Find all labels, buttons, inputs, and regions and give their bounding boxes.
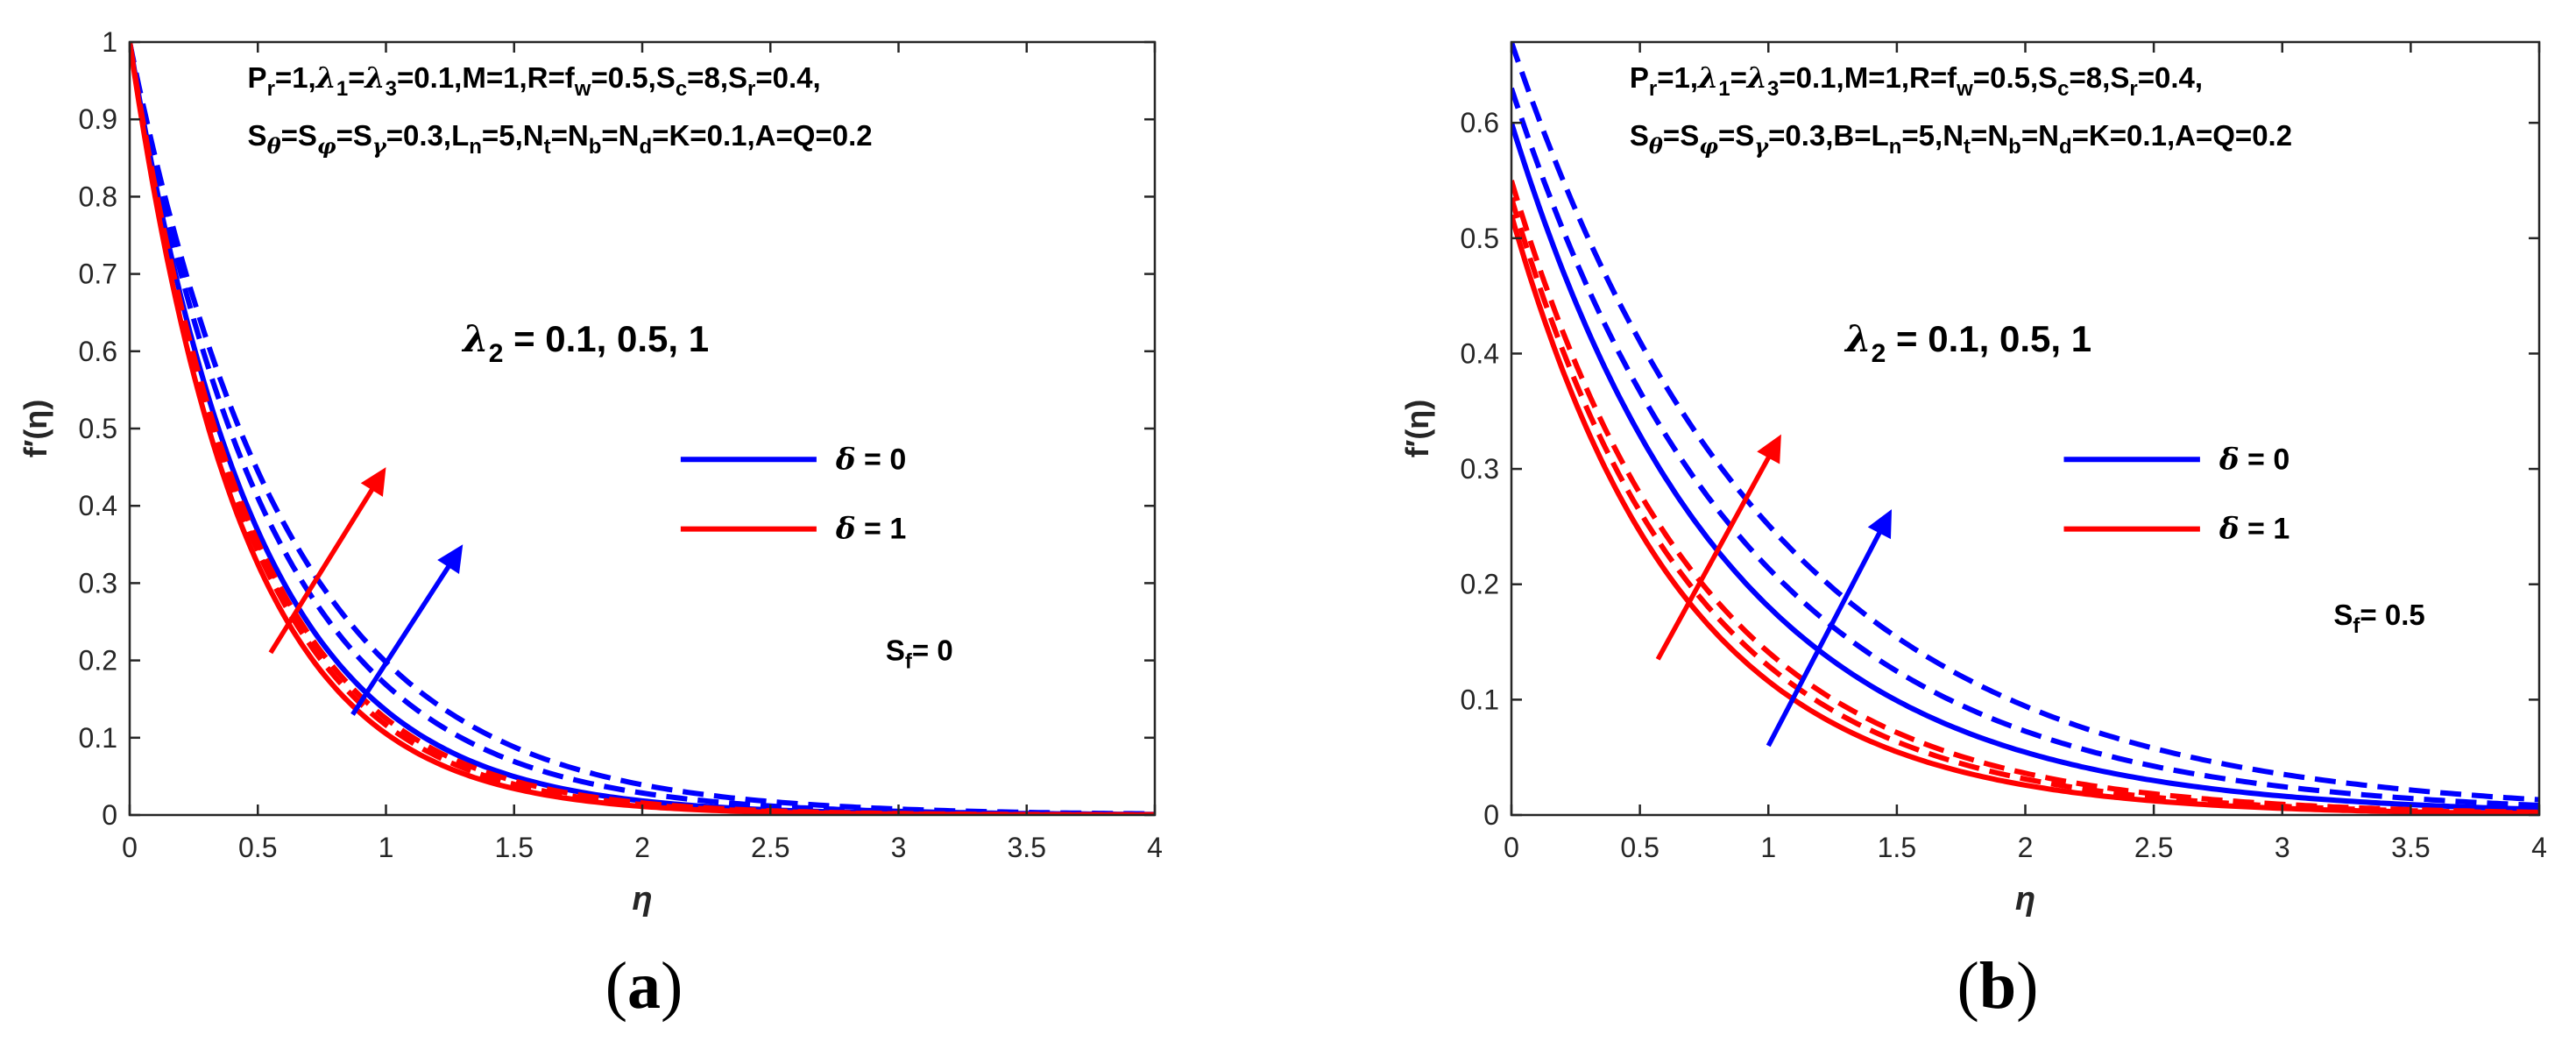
x-tick-label: 4 — [1147, 832, 1163, 863]
caption-b-letter: b — [1979, 949, 2016, 1023]
chart-a-plot-area: 0 0.5 1 1.5 2 2.5 3 3.5 4 0 0.1 0.2 0.3 0.4 0.5 0.6 0.7 0… — [18, 26, 1163, 918]
trend-arrow-shaft — [350, 563, 452, 716]
legend-label: δ = 0 — [2219, 442, 2289, 477]
sf-label: Sf​= 0.5 — [2333, 599, 2424, 638]
x-tick-label: 1.5 — [495, 832, 534, 863]
y-tick-label: 0.2 — [1461, 569, 1499, 600]
params-line-1: Pr​=1,λ1​=λ3​=0.1,M=1,R=fw​=0.5,Sc​=8,Sr… — [1630, 60, 2203, 101]
trend-arrow-head — [360, 467, 386, 497]
x-tick-label: 1.5 — [1878, 832, 1916, 863]
y-axis-label: f′(η) — [1399, 400, 1435, 458]
chart-b-plot-area: 0 0.5 1 1.5 2 2.5 3 3.5 4 0 0.1 0.2 0.3 0.4 0.5 0.6 η f′(… — [1399, 40, 2547, 918]
trend-arrow-head — [1757, 434, 1781, 464]
params-line-2: Sθ​=Sφ​=Sγ​=0.3,B=Ln​=5,Nt​=Nb​=Nd​=K=0.… — [1630, 119, 2292, 159]
series-line-red-4 — [1511, 196, 2539, 815]
params-line-2: Sθ​=Sφ​=Sγ​=0.3,Ln​=5,Nt​=Nb​=Nd​=K=0.1,… — [248, 119, 873, 159]
x-tick-label: 2 — [2018, 832, 2034, 863]
x-tick-label: 0 — [1504, 832, 1519, 863]
y-tick-label: 0.2 — [79, 645, 117, 677]
x-tick-label: 0.5 — [1620, 832, 1659, 863]
axes-box — [1510, 40, 2541, 817]
x-tick-label: 0 — [122, 832, 138, 863]
chart-a-svg: 0 0.5 1 1.5 2 2.5 3 3.5 4 0 0.1 0.2 0.3 0.4 0.5 0.6 0.7 0… — [18, 26, 1163, 1023]
y-tick-label: 0.7 — [79, 259, 117, 290]
x-tick-label: 3 — [2275, 832, 2290, 863]
x-tick-label: 1 — [1760, 832, 1776, 863]
series-line-red-5 — [1511, 180, 2539, 815]
y-tick-label: 0.1 — [1461, 684, 1499, 715]
x-tick-label: 3 — [891, 832, 907, 863]
caption-a: (a) — [605, 949, 683, 1023]
trend-arrow-head — [1867, 509, 1893, 540]
legend-label: δ = 1 — [835, 512, 906, 547]
x-tick-label: 1 — [379, 832, 394, 863]
caption-a-letter: a — [627, 949, 661, 1023]
x-tick-label: 2.5 — [751, 832, 789, 863]
x-axis-label: η — [632, 881, 652, 918]
series-line-blue-2 — [1511, 42, 2539, 803]
chart-panel-b: 0 0.5 1 1.5 2 2.5 3 3.5 4 0 0.1 0.2 0.3 0.4 0.5 0.6 η f′(… — [1288, 0, 2576, 1045]
y-tick-label: 0 — [102, 799, 117, 831]
x-tick-label: 3.5 — [2391, 832, 2430, 863]
y-tick-label: 0.5 — [79, 413, 117, 444]
trend-arrow-shaft — [1655, 454, 1773, 661]
series-line-red-3 — [1511, 214, 2539, 815]
x-tick-label: 0.5 — [238, 832, 277, 863]
x-axis-label: η — [2015, 881, 2035, 918]
y-tick-label: 0.6 — [1461, 107, 1499, 138]
y-tick-label: 0.4 — [1461, 337, 1499, 369]
x-tick-label: 3.5 — [1008, 832, 1046, 863]
trend-arrow-shaft — [1766, 528, 1883, 748]
x-tick-label: 4 — [2531, 832, 2547, 863]
legend-label: δ = 1 — [2219, 512, 2289, 547]
lambda-annotation: λ2​ = 0.1, 0.5, 1 — [461, 317, 709, 368]
y-tick-label: 0.6 — [79, 336, 117, 367]
series-line-blue-1 — [1511, 87, 2539, 808]
legend-label: δ = 0 — [835, 442, 906, 477]
sf-label: Sf​= 0 — [886, 634, 953, 674]
y-tick-label: 0.4 — [79, 490, 117, 521]
x-tick-label: 2.5 — [2134, 832, 2173, 863]
x-tick-label: 2 — [634, 832, 650, 863]
y-tick-label: 0.8 — [79, 181, 117, 212]
caption-b: (b) — [1957, 949, 2039, 1023]
series-line-blue-0 — [1511, 122, 2539, 812]
y-tick-label: 0.1 — [79, 722, 117, 754]
y-tick-label: 0.3 — [79, 567, 117, 599]
y-tick-label: 0.5 — [1461, 223, 1499, 254]
chart-b-svg: 0 0.5 1 1.5 2 2.5 3 3.5 4 0 0.1 0.2 0.3 0.4 0.5 0.6 η f′(… — [1399, 40, 2547, 1023]
y-axis-label: f′(η) — [18, 400, 53, 458]
params-line-1: Pr​=1,λ1​=λ3​=0.1,M=1,R=fw​=0.5,Sc​=8,Sr… — [248, 60, 821, 101]
series-line-red-5 — [130, 42, 1155, 815]
y-tick-label: 1 — [102, 26, 117, 58]
y-tick-label: 0.9 — [79, 103, 117, 135]
series-line-blue-2 — [130, 42, 1155, 815]
chart-panel-a: 0 0.5 1 1.5 2 2.5 3 3.5 4 0 0.1 0.2 0.3 0.4 0.5 0.6 0.7 0… — [0, 0, 1288, 1045]
y-tick-label: 0 — [1483, 799, 1499, 831]
trend-arrow-shaft — [268, 486, 376, 655]
y-tick-label: 0.3 — [1461, 453, 1499, 485]
trend-arrow-head — [437, 544, 464, 575]
lambda-annotation: λ2​ = 0.1, 0.5, 1 — [1844, 317, 2091, 368]
